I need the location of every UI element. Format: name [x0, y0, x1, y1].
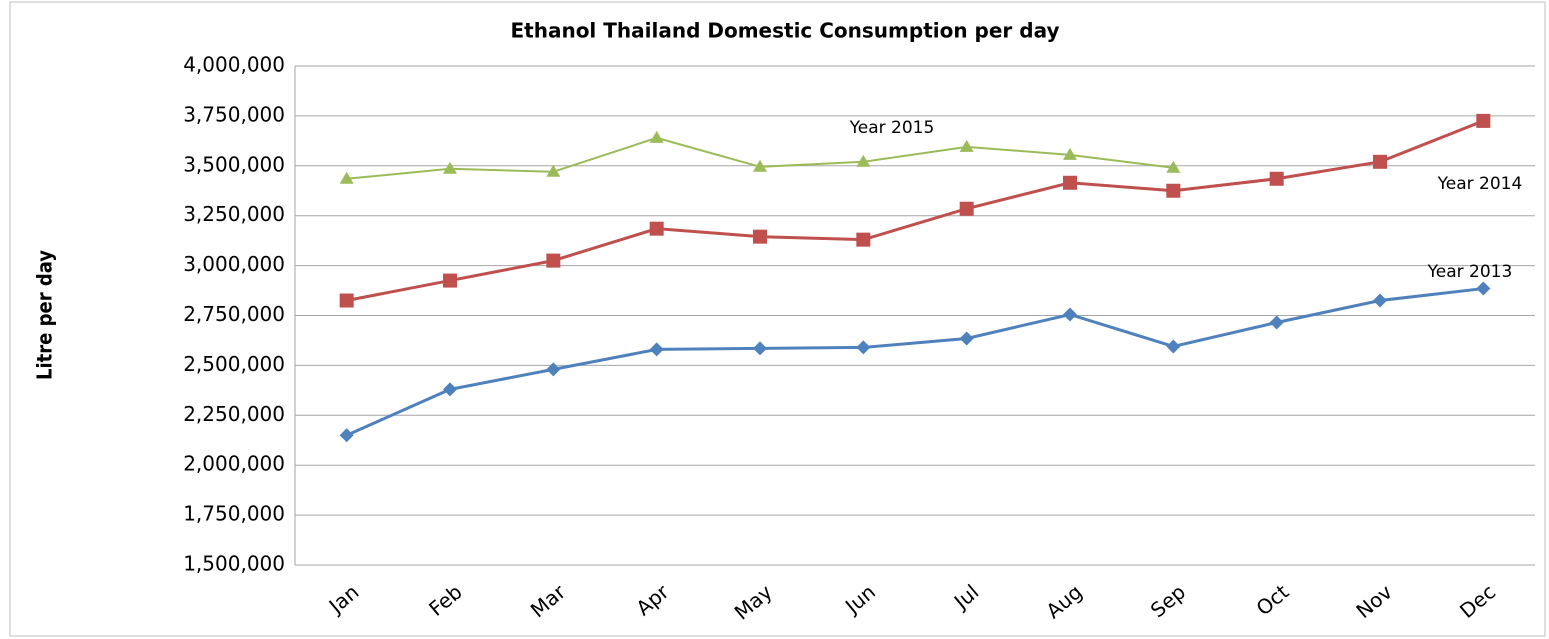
y-tick-label: 2,500,000 — [183, 352, 285, 376]
marker — [1063, 307, 1077, 322]
series-line — [346, 287, 1484, 437]
chart-title: Ethanol Thailand Domestic Consumption pe… — [511, 19, 1060, 43]
marker — [856, 232, 871, 247]
marker — [753, 341, 767, 356]
marker — [339, 293, 354, 308]
marker — [856, 154, 871, 167]
marker — [1476, 113, 1491, 128]
y-axis-label: Litre per day — [33, 250, 57, 380]
marker — [1166, 160, 1181, 173]
y-tick-label: 3,250,000 — [183, 202, 285, 226]
series-label: Year 2015 — [849, 118, 935, 138]
marker — [649, 342, 664, 357]
marker — [1373, 293, 1387, 308]
marker — [1166, 339, 1181, 354]
marker — [1166, 183, 1181, 198]
marker — [546, 253, 561, 268]
y-tick-label: 3,500,000 — [183, 152, 285, 176]
y-tick-label: 2,000,000 — [183, 452, 285, 476]
marker — [1269, 171, 1284, 186]
y-tick-label: 4,000,000 — [183, 53, 285, 77]
marker — [443, 382, 457, 397]
y-tick-label: 2,750,000 — [183, 302, 285, 326]
marker — [1063, 175, 1077, 190]
series-line — [346, 119, 1484, 303]
marker — [546, 362, 561, 377]
marker — [546, 164, 561, 177]
y-tick-label: 3,000,000 — [183, 252, 285, 276]
marker — [443, 161, 457, 174]
marker — [339, 428, 354, 443]
marker — [959, 331, 974, 346]
marker — [959, 201, 974, 216]
marker — [443, 273, 457, 288]
series-label: Year 2014 — [1437, 174, 1523, 194]
marker — [649, 221, 664, 236]
marker — [1269, 315, 1284, 330]
y-tick-label: 2,250,000 — [183, 402, 285, 426]
marker — [753, 229, 767, 244]
marker — [339, 171, 354, 184]
marker — [649, 130, 664, 143]
y-tick-label: 3,750,000 — [183, 102, 285, 126]
marker — [1476, 281, 1491, 296]
y-tick-label: 1,750,000 — [183, 502, 285, 526]
marker — [1063, 147, 1077, 160]
marker — [959, 139, 974, 152]
y-tick-label: 1,500,000 — [183, 552, 285, 576]
marker — [753, 159, 767, 172]
series-label: Year 2013 — [1427, 262, 1513, 282]
marker — [856, 340, 871, 355]
marker — [1373, 154, 1387, 169]
